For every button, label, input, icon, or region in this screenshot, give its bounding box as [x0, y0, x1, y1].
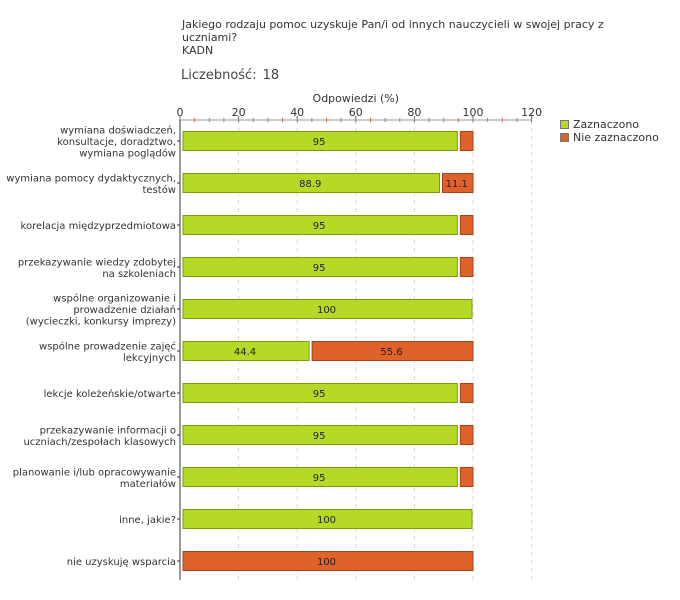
data-label-zaznaczono: 95 [313, 263, 326, 274]
category-label: korelacja międzyprzedmiotowa [21, 221, 176, 232]
category-label: konsultacje, doradztwo, [57, 137, 176, 148]
sample-size-value: 18 [262, 68, 280, 83]
legend-label: Zaznaczono [573, 118, 640, 131]
data-label-zaznaczono: 95 [313, 473, 326, 484]
x-tick-label: 100 [463, 106, 484, 119]
category-label: testów [142, 184, 176, 196]
bar-zaznaczono [182, 509, 473, 529]
data-label-zaznaczono: 88.9 [299, 179, 321, 190]
bar-nie-zaznaczono [182, 551, 474, 571]
category-label: materiałów [120, 478, 176, 490]
bar-nie-zaznaczono [459, 215, 474, 235]
x-tick-label: 0 [177, 106, 184, 119]
bar-zaznaczono [182, 131, 458, 151]
bar-zaznaczono [182, 257, 458, 277]
bar-nie-zaznaczono [311, 341, 474, 361]
bar-zaznaczono [182, 425, 458, 445]
data-label-nie-zaznaczono: 55.6 [380, 347, 402, 358]
category-label: planowanie i/lub opracowywanie [13, 467, 176, 478]
x-tick-label: 80 [407, 106, 421, 119]
legend-swatch [560, 120, 569, 129]
category-label: wymiana doświadczeń, [60, 125, 176, 137]
sample-size: Liczebność: 18 [181, 68, 279, 83]
category-label: nie uzyskuję wsparcia [67, 557, 176, 568]
data-label-nie-zaznaczono: 100 [317, 557, 336, 568]
category-label: wymiana pomocy dydaktycznych, [6, 173, 176, 184]
category-label: prowadzenie działań [73, 304, 176, 316]
x-tick-label: 60 [349, 106, 363, 119]
data-label-zaznaczono: 100 [317, 515, 336, 526]
category-label: uczniach/zespołach klasowych [23, 437, 176, 448]
category-label: na szkoleniach [102, 269, 176, 280]
chart-title: Jakiego rodzaju pomoc uzyskuje Pan/i od … [182, 18, 604, 57]
data-label-zaznaczono: 95 [313, 221, 326, 232]
x-tick-label: 20 [232, 106, 246, 119]
bar-nie-zaznaczono [459, 131, 474, 151]
data-label-zaznaczono: 44.4 [234, 347, 256, 358]
category-label: lekcje koleżeńskie/otwarte [44, 388, 176, 400]
bar-zaznaczono [182, 341, 310, 361]
legend-item: Zaznaczono [560, 118, 659, 131]
category-label: wspólne prowadzenie zajęć [39, 340, 176, 352]
category-label: przekazywanie informacji o [40, 425, 176, 436]
bar-nie-zaznaczono [459, 257, 474, 277]
data-label-zaznaczono: 100 [317, 305, 336, 316]
bar-zaznaczono [182, 299, 473, 319]
bar-nie-zaznaczono [459, 467, 474, 487]
bar-zaznaczono [182, 383, 458, 403]
data-label-zaznaczono: 95 [313, 137, 326, 148]
bar-zaznaczono [182, 215, 458, 235]
legend-item: Nie zaznaczono [560, 131, 659, 144]
x-axis-label: Odpowiedzi (%) [313, 92, 400, 105]
bar-zaznaczono [182, 467, 458, 487]
category-label: wspólne organizowanie i [53, 293, 176, 305]
category-label: przekazywanie wiedzy zdobytej [18, 257, 176, 268]
bar-nie-zaznaczono [459, 425, 474, 445]
x-tick-label: 120 [521, 106, 542, 119]
bar-nie-zaznaczono [459, 383, 474, 403]
category-label: (wycieczki, konkursy imprezy) [26, 317, 176, 328]
category-label: inne, jakie? [119, 515, 176, 526]
sample-size-label: Liczebność: [181, 68, 257, 83]
category-label: wymiana poglądów [79, 148, 176, 160]
legend: Zaznaczono Nie zaznaczono [560, 118, 659, 144]
legend-swatch [560, 133, 569, 142]
bar-zaznaczono [182, 173, 440, 193]
data-label-zaznaczono: 95 [313, 389, 326, 400]
data-label-nie-zaznaczono: 11.1 [446, 179, 468, 190]
category-label: lekcyjnych [123, 353, 176, 364]
x-tick-label: 40 [290, 106, 304, 119]
data-label-zaznaczono: 95 [313, 431, 326, 442]
bar-nie-zaznaczono [441, 173, 474, 193]
legend-label: Nie zaznaczono [573, 131, 659, 144]
